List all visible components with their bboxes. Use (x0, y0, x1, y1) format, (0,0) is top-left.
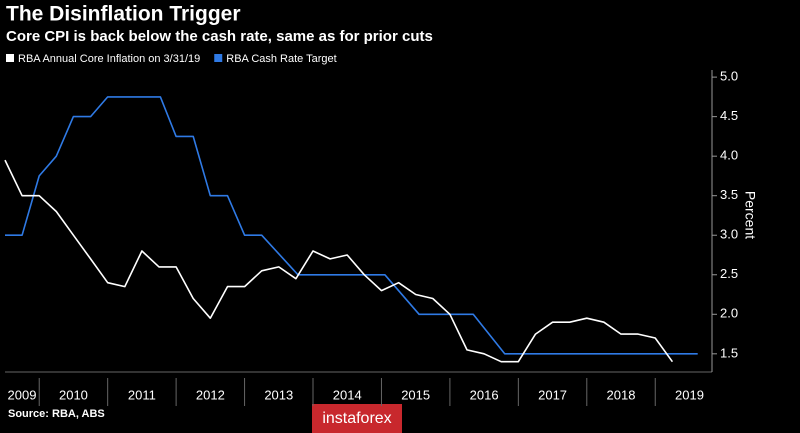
series-line (5, 96, 698, 355)
chart-subtitle: Core CPI is back below the cash rate, sa… (6, 28, 433, 45)
x-tick-label: 2019 (675, 387, 704, 402)
x-tick-label: 2014 (333, 387, 362, 402)
series-line (4, 159, 674, 363)
x-tick-label: 2009 (8, 387, 37, 402)
watermark-box (312, 404, 402, 433)
y-tick-label: 4.0 (720, 148, 738, 163)
x-tick-label: 2018 (607, 387, 636, 402)
y-tick-label: 2.5 (720, 266, 738, 281)
x-tick-label: 2013 (264, 387, 293, 402)
x-tick-label: 2017 (538, 387, 567, 402)
y-tick-label: 3.5 (720, 187, 738, 202)
legend-swatch (6, 54, 14, 62)
y-tick-label: 4.5 (720, 108, 738, 123)
x-tick-label: 2012 (196, 387, 225, 402)
y-tick-label: 1.5 (720, 345, 738, 360)
watermark: instaforex (322, 410, 391, 427)
y-tick-label: 3.0 (720, 227, 738, 242)
legend-swatch (214, 54, 223, 62)
x-tick-label: 2016 (470, 387, 499, 402)
source: Source: RBA, ABS (8, 408, 105, 420)
y-tick-label: 2.0 (720, 306, 738, 321)
y-axis-label: Percent (742, 191, 758, 239)
legend-label: RBA Annual Core Inflation on 3/31/19 (18, 53, 200, 65)
legend-label: RBA Cash Rate Target (226, 53, 336, 65)
x-tick-label: 2010 (59, 387, 88, 402)
chart-title: The Disinflation Trigger (6, 3, 241, 26)
x-tick-label: 2011 (128, 387, 156, 402)
y-tick-label: 5.0 (720, 69, 738, 84)
x-tick-label: 2015 (401, 387, 430, 402)
